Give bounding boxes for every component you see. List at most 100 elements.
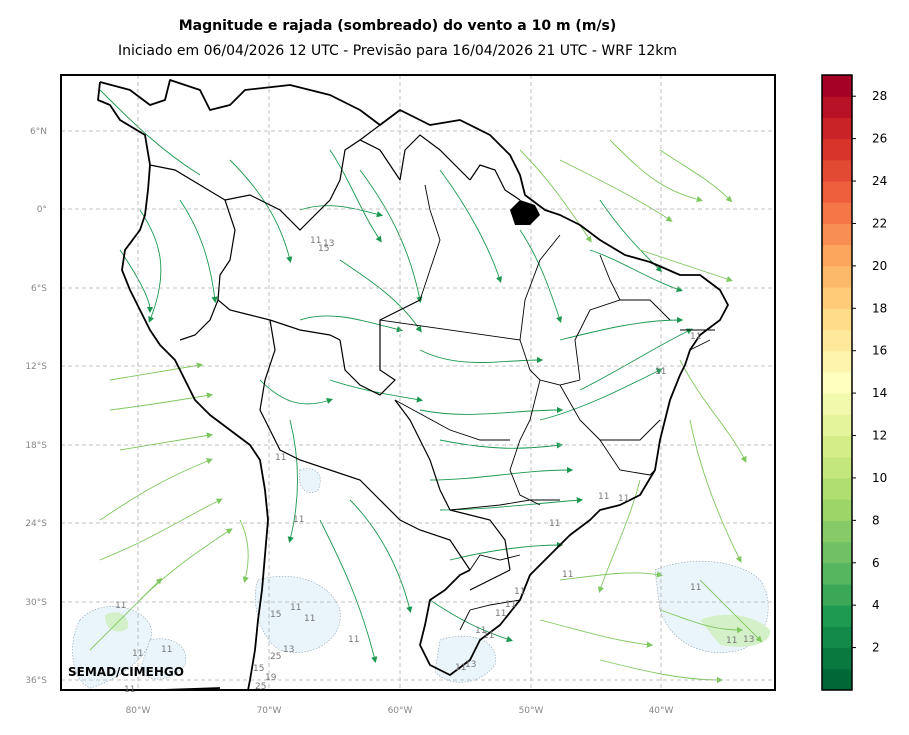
- lat-label: 24°S: [25, 519, 47, 529]
- gust-label: 11: [690, 332, 701, 342]
- lat-labels: 6°N 0° 6°S 12°S 18°S 24°S 30°S 36°S: [25, 127, 47, 686]
- gust-label: 11: [310, 236, 321, 246]
- colorbar-band: [822, 393, 852, 415]
- colorbar-tick-label: 24: [872, 174, 887, 188]
- colorbar-band: [822, 202, 852, 224]
- gust-label: 11: [726, 636, 737, 646]
- gust-label: 15: [270, 610, 281, 620]
- lon-label: 60°W: [388, 706, 413, 716]
- state-borders: [379, 184, 715, 631]
- colorbar-frame: [821, 74, 853, 691]
- marajo-island: [510, 200, 540, 225]
- colorbar-band: [822, 562, 852, 585]
- colorbar-band: [822, 329, 852, 352]
- colorbar-band: [822, 244, 852, 267]
- gust-labels: 11 13 15 11 11 11 11 11 11 11 11 11 11 1…: [115, 236, 754, 695]
- lon-label: 50°W: [519, 706, 544, 716]
- lon-label: 70°W: [257, 706, 282, 716]
- gridlines: [61, 75, 775, 690]
- gust-label: 11: [505, 600, 516, 610]
- colorbar-band: [822, 75, 852, 97]
- gust-label: 11: [514, 587, 525, 597]
- gust-label: 13: [323, 239, 334, 249]
- colorbar-band: [822, 265, 852, 288]
- gust-label: 11: [483, 631, 494, 641]
- gust-label: 25: [255, 682, 266, 692]
- gust-label: 11: [115, 601, 126, 611]
- colorbar-band: [822, 456, 852, 479]
- colorbar-tick-label: 10: [872, 471, 887, 485]
- colorbar-band: [822, 223, 852, 246]
- credit-label: SEMAD/CIMEHGO: [68, 665, 184, 679]
- colorbar-tick-label: 28: [872, 89, 887, 103]
- colorbar-band: [822, 350, 852, 373]
- map-subtitle: Iniciado em 06/04/2026 12 UTC - Previsão…: [117, 43, 678, 59]
- map-title: Magnitude e rajada (sombreado) do vento …: [178, 18, 617, 34]
- colorbar-band: [822, 96, 852, 118]
- gust-label: 11: [293, 515, 304, 525]
- gust-label: 13: [465, 660, 476, 670]
- gust-label: 11: [455, 663, 466, 673]
- gust-label: 19: [265, 673, 277, 683]
- gust-label: 11: [562, 570, 573, 580]
- lon-labels: 80°W 70°W 60°W 50°W 40°W: [126, 706, 674, 716]
- colorbar-tick-label: 22: [872, 216, 887, 230]
- colorbar-band: [822, 520, 852, 543]
- gust-label: 11: [304, 614, 315, 624]
- gust-label: 11: [549, 519, 560, 529]
- gust-label: 25: [270, 652, 281, 662]
- gust-label: 11: [475, 626, 486, 636]
- lat-label: 30°S: [25, 598, 47, 608]
- colorbar-band: [822, 583, 852, 606]
- colorbar-band: [822, 159, 852, 182]
- gust-label: 11: [290, 603, 301, 613]
- colorbar-tick-label: 26: [872, 132, 887, 146]
- lat-label: 36°S: [25, 676, 47, 686]
- colorbar-band: [822, 414, 852, 437]
- colorbar-tick-label: 2: [872, 641, 880, 655]
- gust-label: 11: [161, 645, 172, 655]
- gust-label: 11: [690, 583, 701, 593]
- lat-label: 18°S: [25, 441, 47, 451]
- gust-label: 11: [598, 492, 609, 502]
- gust-label: 13: [283, 645, 294, 655]
- gust-label: 15: [318, 244, 329, 254]
- lat-label: 6°S: [31, 284, 47, 294]
- streamlines-light: [89, 139, 763, 684]
- colorbar-tick-label: 4: [872, 598, 880, 612]
- colorbar-tick-label: 18: [872, 301, 887, 315]
- colorbar-tick-label: 20: [872, 259, 887, 273]
- colorbar-band: [822, 371, 852, 394]
- lat-label: 6°N: [30, 127, 47, 137]
- gust-label: 11: [655, 367, 666, 377]
- country-borders: [149, 124, 521, 591]
- lat-label: 12°S: [25, 362, 47, 372]
- streamlines: [99, 89, 693, 664]
- colorbar-band: [822, 287, 852, 309]
- colorbar-tick-label: 16: [872, 344, 887, 358]
- colorbar-band: [822, 477, 852, 500]
- colorbar-band: [822, 499, 852, 521]
- gust-label: 13: [743, 635, 754, 645]
- gust-label: 11: [275, 453, 286, 463]
- lon-label: 80°W: [126, 706, 151, 716]
- colorbar-band: [822, 435, 852, 458]
- colorbar-band: [822, 605, 852, 627]
- colorbar-band: [822, 626, 852, 649]
- lon-label: 40°W: [649, 706, 674, 716]
- gust-label: 11: [132, 649, 143, 659]
- colorbar: [822, 75, 852, 691]
- colorbar-tick-label: 12: [872, 429, 887, 443]
- lat-label: 0°: [37, 205, 47, 215]
- gust-label: 11: [618, 494, 629, 504]
- colorbar-band: [822, 181, 852, 203]
- colorbar-band: [822, 117, 852, 140]
- map-frame: [60, 74, 776, 691]
- colorbar-tick-label: 8: [872, 513, 880, 527]
- colorbar-band: [822, 541, 852, 564]
- colorbar-tick-label: 6: [872, 556, 880, 570]
- colorbar-band: [822, 138, 852, 161]
- colorbar-band: [822, 668, 852, 691]
